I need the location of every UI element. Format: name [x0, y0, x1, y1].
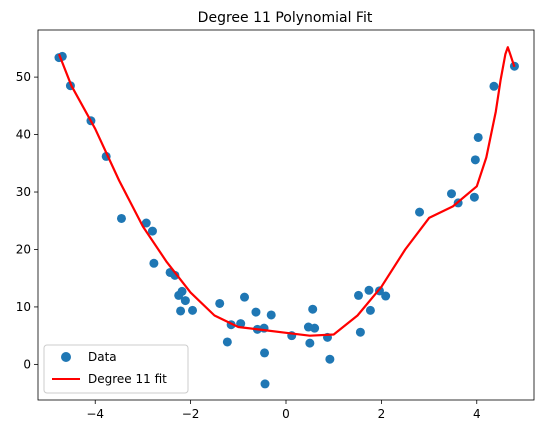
axes-frame — [37, 29, 535, 401]
data-point — [266, 310, 276, 320]
y-axis: 0 10 20 30 40 50 — [16, 70, 38, 371]
x-tick-label: 0 — [282, 407, 290, 421]
y-tick-label: 40 — [16, 128, 31, 142]
data-point — [473, 132, 483, 142]
data-point — [325, 354, 335, 364]
data-point — [260, 379, 270, 389]
data-point — [260, 348, 270, 358]
y-tick-label: 20 — [16, 242, 31, 256]
data-point — [188, 305, 198, 315]
data-point — [365, 305, 375, 315]
x-axis: −4 −2 0 2 4 — [86, 400, 481, 421]
plot-area — [54, 46, 519, 389]
legend: Data Degree 11 fit — [43, 344, 189, 394]
data-point — [236, 319, 246, 329]
data-point — [489, 81, 499, 91]
x-tick-label: −2 — [182, 407, 200, 421]
data-point — [469, 192, 479, 202]
x-tick-label: −4 — [86, 407, 104, 421]
data-point — [305, 338, 315, 348]
fit-line — [57, 46, 516, 337]
legend-box — [43, 344, 189, 394]
data-point — [364, 285, 374, 295]
data-point — [147, 226, 157, 236]
data-point — [141, 218, 151, 228]
data-point — [215, 298, 225, 308]
y-tick-label: 30 — [16, 185, 31, 199]
data-point — [310, 323, 320, 333]
data-point — [222, 337, 232, 347]
data-point — [177, 286, 187, 296]
chart-title: Degree 11 Polynomial Fit — [198, 10, 373, 26]
data-point — [353, 290, 363, 300]
data-point — [355, 327, 365, 337]
data-point — [381, 291, 391, 301]
data-point — [308, 304, 318, 314]
data-point — [149, 258, 159, 268]
data-point — [240, 292, 250, 302]
data-point — [415, 207, 425, 217]
legend-label-fit: Degree 11 fit — [88, 372, 167, 386]
y-tick-label: 50 — [16, 70, 31, 84]
data-point — [176, 306, 186, 316]
data-point — [116, 213, 126, 223]
data-point — [180, 296, 190, 306]
data-point — [446, 189, 456, 199]
x-tick-label: 4 — [473, 407, 481, 421]
data-point — [170, 270, 180, 280]
x-tick-label: 2 — [378, 407, 386, 421]
y-tick-label: 0 — [23, 357, 31, 371]
legend-label-data: Data — [88, 350, 117, 364]
legend-marker-data — [61, 352, 71, 362]
data-point — [470, 155, 480, 165]
y-tick-label: 10 — [16, 300, 31, 314]
data-point — [251, 307, 261, 317]
